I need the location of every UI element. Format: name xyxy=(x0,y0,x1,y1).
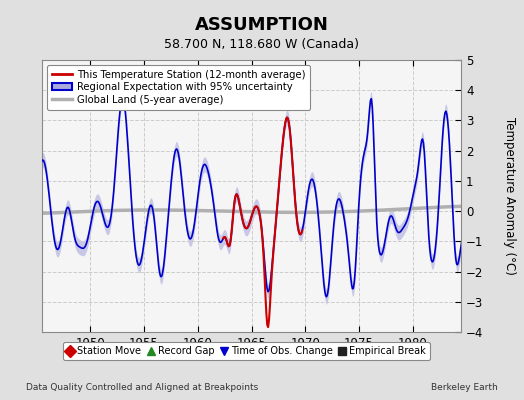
Legend: Station Move, Record Gap, Time of Obs. Change, Empirical Break: Station Move, Record Gap, Time of Obs. C… xyxy=(63,342,430,360)
Text: ASSUMPTION: ASSUMPTION xyxy=(195,16,329,34)
Legend: This Temperature Station (12-month average), Regional Expectation with 95% uncer: This Temperature Station (12-month avera… xyxy=(47,65,310,110)
Text: Berkeley Earth: Berkeley Earth xyxy=(431,383,498,392)
Y-axis label: Temperature Anomaly (°C): Temperature Anomaly (°C) xyxy=(503,117,516,275)
Text: 58.700 N, 118.680 W (Canada): 58.700 N, 118.680 W (Canada) xyxy=(165,38,359,51)
Text: Data Quality Controlled and Aligned at Breakpoints: Data Quality Controlled and Aligned at B… xyxy=(26,383,258,392)
